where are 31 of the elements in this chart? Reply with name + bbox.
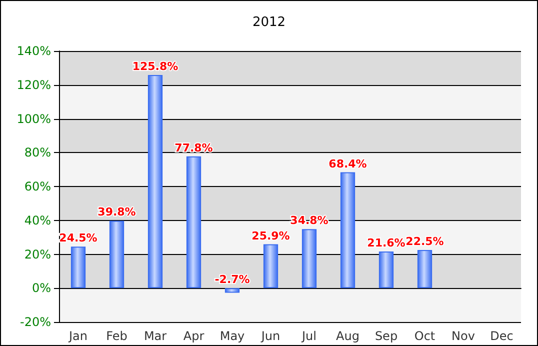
x-tick-label: Jun	[260, 329, 280, 343]
data-label: 25.9%	[252, 229, 290, 242]
x-tick-label: May	[220, 329, 245, 343]
data-label: 77.8%	[174, 141, 213, 154]
x-tick-label: Jan	[68, 329, 88, 343]
y-tick-label: 0%	[32, 281, 51, 296]
data-label: 125.8%	[132, 60, 178, 74]
data-label: -2.7%	[214, 273, 250, 286]
x-tick-label: Apr	[183, 329, 204, 343]
x-tick-label: Aug	[336, 329, 360, 343]
chart-title: 2012	[252, 15, 286, 30]
data-label: 22.5%	[406, 235, 444, 248]
x-tick-label: Jul	[301, 329, 316, 343]
y-tick-label: 140%	[16, 44, 51, 58]
x-tick-label: Mar	[144, 329, 167, 343]
y-tick-label: -20%	[20, 315, 51, 329]
data-label: 24.5%	[59, 232, 98, 245]
x-tick-label: Dec	[490, 329, 514, 343]
x-tick-label: Feb	[106, 329, 128, 343]
x-tick-label: Sep	[374, 329, 398, 343]
y-tick-label: 60%	[24, 180, 51, 194]
x-tick-label: Oct	[414, 329, 436, 343]
y-tick-label: 80%	[24, 146, 51, 160]
y-tick-label: 20%	[24, 247, 51, 262]
y-tick-label: 120%	[16, 78, 51, 92]
x-tick-label: Nov	[452, 329, 475, 343]
data-label: 21.6%	[367, 236, 406, 250]
y-tick-label: 100%	[16, 112, 51, 126]
data-label: 39.8%	[98, 206, 136, 219]
y-tick-label: 40%	[24, 213, 51, 228]
data-label: 68.4%	[328, 157, 367, 170]
